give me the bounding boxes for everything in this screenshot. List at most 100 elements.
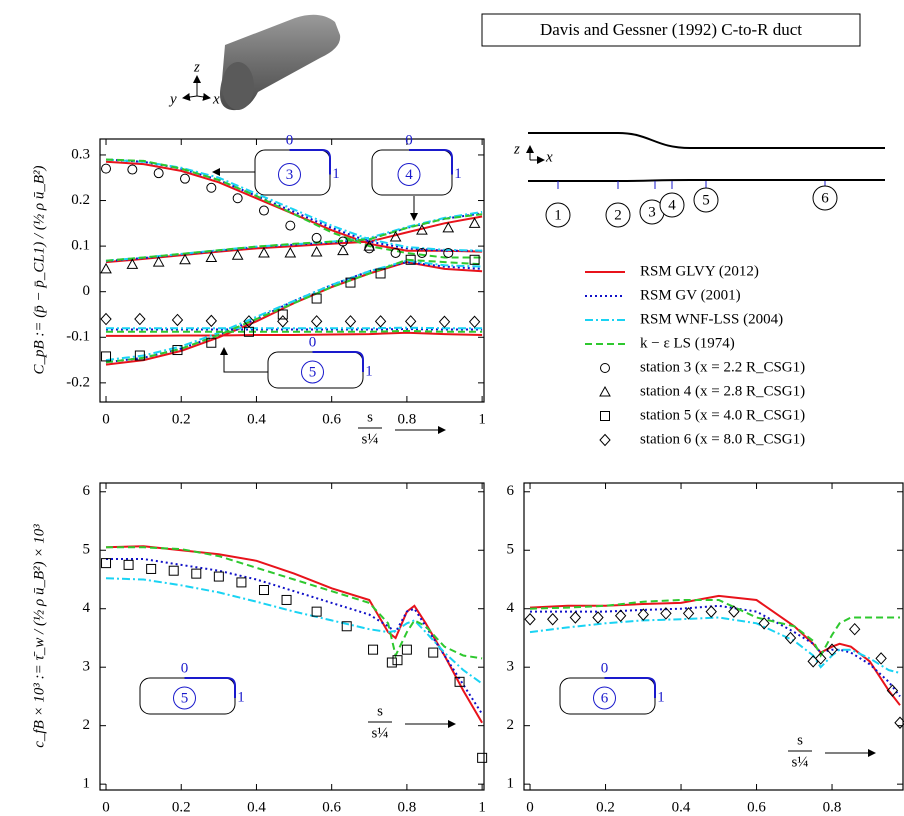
x-tick-label: 0.6 (322, 799, 341, 815)
legend-label: RSM WNF-LSS (2004) (640, 311, 783, 327)
marker (389, 230, 402, 242)
callout-arrow (220, 347, 268, 373)
marker (784, 631, 797, 645)
marker (442, 221, 455, 233)
marker (375, 268, 386, 279)
x-tick-label: 0.8 (398, 411, 417, 427)
marker (134, 350, 145, 361)
data-line (105, 258, 483, 364)
y-tick-label: 3 (83, 659, 91, 675)
marker (547, 613, 559, 626)
legend-label: k − ε LS (1974) (640, 335, 735, 351)
marker (469, 254, 480, 265)
inset-circle (173, 686, 196, 710)
marker (368, 644, 379, 655)
marker (637, 608, 649, 621)
marker (438, 315, 451, 329)
data-line (529, 599, 900, 658)
data-line (530, 604, 901, 698)
title: Davis and Gessner (1992) C-to-R duct (540, 20, 802, 39)
x-axis-label: s¼ (791, 754, 808, 770)
marker (152, 256, 165, 267)
inset-wall (312, 351, 364, 372)
data-line (105, 261, 483, 364)
marker (153, 168, 164, 179)
marker (416, 224, 428, 235)
marker (826, 643, 838, 656)
marker (277, 309, 288, 320)
title-box (481, 13, 861, 47)
inset-circle (278, 163, 301, 186)
marker (236, 577, 247, 588)
x-tick-label: 1 (478, 411, 486, 427)
chart: 0 0.2 0.4 0.6 0.8 1 1 2 3 4 5 6 c_fB × 10³ := τ̄_w /… (31, 482, 488, 815)
marker (101, 558, 112, 569)
duct-geometry: z y x (168, 14, 341, 111)
marker (614, 609, 627, 622)
x-tick-label: 0 (526, 799, 534, 815)
marker (443, 247, 454, 258)
legend-label: RSM GLVY (2012) (640, 263, 759, 279)
x-tick-label: 0.4 (672, 799, 691, 815)
marker (894, 716, 904, 729)
station-label: 5 (702, 192, 710, 208)
inset-wall (289, 149, 331, 175)
marker (392, 655, 403, 666)
marker (277, 315, 289, 328)
x-tick-label: 0.8 (823, 799, 842, 815)
data-line (106, 329, 483, 333)
inset-circle (593, 686, 616, 710)
marker (416, 247, 427, 258)
station-circle (659, 192, 685, 218)
x-axis-label: s (797, 732, 803, 748)
x-tick-label: 0.6 (322, 411, 341, 427)
station-circle (545, 202, 571, 228)
marker (311, 293, 322, 304)
marker (172, 345, 183, 356)
y-tick-label: 5 (507, 542, 515, 558)
y-tick-label: 0.1 (71, 238, 90, 254)
x-axis-label: s¼ (361, 431, 378, 447)
x-tick-label: 0.4 (247, 799, 266, 815)
data-line (105, 261, 483, 366)
marker (454, 676, 465, 687)
legend-label: station 4 (x = 2.8 R_CSG1) (640, 383, 805, 399)
marker (205, 251, 218, 263)
schematic (528, 132, 885, 182)
inset-start: 0 (309, 334, 317, 350)
data-line (529, 616, 901, 674)
legend-label: RSM GV (2001) (640, 287, 741, 303)
data-line (105, 158, 483, 252)
marker (123, 559, 134, 570)
inset-end: 1 (237, 689, 245, 705)
x-tick-label: 0.2 (172, 411, 191, 427)
y-tick-label: 0.2 (71, 192, 90, 208)
data-line (106, 558, 483, 715)
y-tick-label: 6 (507, 483, 515, 499)
marker (374, 315, 387, 328)
marker (258, 246, 270, 258)
marker (815, 652, 827, 665)
axis-label: z (193, 59, 200, 75)
station-circle (605, 202, 631, 228)
marker (592, 611, 604, 624)
y-tick-label: 0 (83, 283, 91, 299)
inset-end: 1 (657, 689, 665, 705)
inset-station: 5 (181, 690, 189, 706)
marker (849, 622, 861, 636)
inset-station: 3 (286, 167, 294, 183)
marker (344, 315, 357, 328)
marker (405, 254, 416, 265)
marker (179, 173, 190, 184)
marker (146, 563, 157, 574)
inset-start: 0 (405, 132, 413, 148)
inset-start: 0 (181, 660, 189, 676)
marker (101, 351, 112, 362)
chart: 0 0.2 0.4 0.6 0.8 1 -0.2 -0.1 0 0.1 0.2 0.3 C_pB := … (31, 132, 805, 447)
marker (404, 315, 417, 328)
x-tick-label: 0.2 (596, 799, 615, 815)
marker (171, 313, 184, 327)
marker (205, 314, 218, 328)
